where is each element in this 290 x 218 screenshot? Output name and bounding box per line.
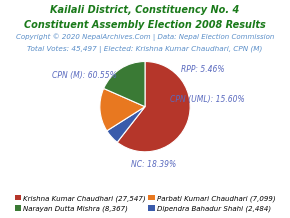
Wedge shape (117, 61, 190, 152)
Wedge shape (107, 107, 145, 142)
Text: Total Votes: 45,497 | Elected: Krishna Kumar Chaudhari, CPN (M): Total Votes: 45,497 | Elected: Krishna K… (27, 46, 263, 53)
Wedge shape (100, 89, 145, 131)
Text: Constituent Assembly Election 2008 Results: Constituent Assembly Election 2008 Resul… (24, 20, 266, 30)
Text: CPN (UML): 15.60%: CPN (UML): 15.60% (170, 95, 245, 104)
Text: CPN (M): 60.55%: CPN (M): 60.55% (52, 72, 117, 80)
Text: Copyright © 2020 NepalArchives.Com | Data: Nepal Election Commission: Copyright © 2020 NepalArchives.Com | Dat… (16, 34, 274, 41)
Text: RPP: 5.46%: RPP: 5.46% (181, 65, 225, 74)
Text: Kailali District, Constituency No. 4: Kailali District, Constituency No. 4 (50, 5, 240, 15)
Wedge shape (104, 61, 145, 107)
Text: NC: 18.39%: NC: 18.39% (130, 160, 176, 169)
Legend: Krishna Kumar Chaudhari (27,547), Narayan Dutta Mishra (8,367), Parbati Kumari C: Krishna Kumar Chaudhari (27,547), Naraya… (12, 192, 278, 215)
